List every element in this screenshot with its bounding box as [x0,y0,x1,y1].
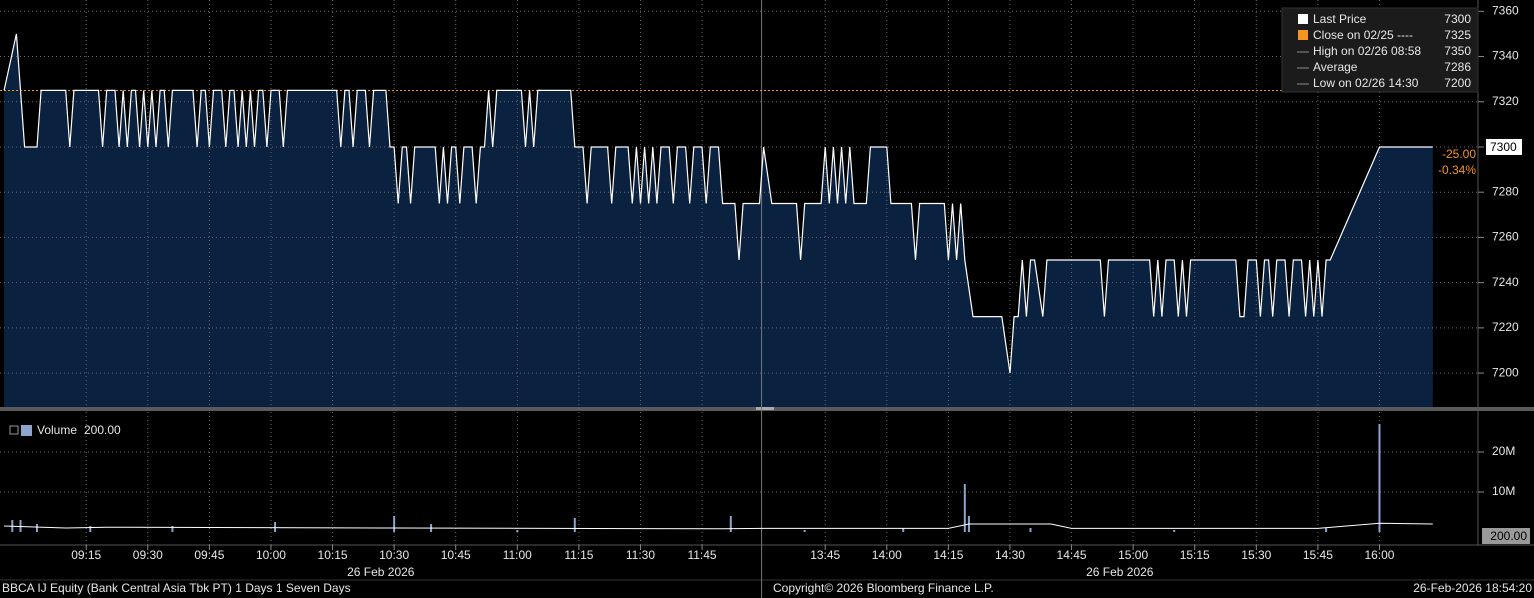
date-label: 26 Feb 2026 [347,565,415,579]
volume-bar [1378,424,1381,532]
volume-bar [35,524,38,532]
x-tick-label: 15:15 [1180,548,1210,562]
legend-label: Volume [37,423,77,437]
x-tick-label: 09:15 [71,548,101,562]
volume-bar [1173,530,1176,532]
legend-swatch [1298,30,1308,40]
legend-value: 200.00 [84,423,121,437]
x-tick-label: 11:00 [503,548,532,562]
last-volume-label: 200.00 [1490,529,1527,543]
volume-bar [274,522,277,532]
x-tick-label: 10:15 [318,548,348,562]
x-tick-label: 16:00 [1364,548,1394,562]
legend-value: 7350 [1444,44,1471,58]
x-tick-label: 10:30 [379,548,409,562]
x-tick-label: 10:45 [441,548,471,562]
price-area [4,33,1433,408]
last-price-tag [1486,138,1522,155]
x-tick-label: 14:30 [995,548,1025,562]
legend-label: Last Price [1313,12,1367,26]
last-price-label: 7300 [1490,140,1517,154]
y-tick-label: 7240 [1492,275,1519,289]
legend-value: 7286 [1444,60,1471,74]
volume-bar [963,484,966,532]
change-label: -25.00 [1442,147,1476,161]
legend-value: 7325 [1444,28,1471,42]
y-tick-label: 7260 [1492,230,1519,244]
x-tick-label: 15:30 [1241,548,1271,562]
volume-average [4,522,1433,530]
footer-right: 26-Feb-2026 18:54:20 [1413,581,1532,595]
volume-bar [171,526,174,532]
x-tick-label: 09:45 [194,548,224,562]
volume-bar [393,516,396,532]
volume-bar [1029,528,1032,532]
volume-bar [516,530,519,532]
price-line [3,33,1433,374]
y-tick-label: 20M [1492,444,1515,458]
x-tick-label: 15:45 [1303,548,1333,562]
legend-label: Average [1313,60,1358,74]
x-tick-label: 15:00 [1118,548,1148,562]
footer-center: Copyright© 2026 Bloomberg Finance L.P. [773,581,994,595]
last-volume-tag [1482,528,1530,544]
y-tick-label: 10M [1492,484,1515,498]
x-tick-label: 11:15 [564,548,593,562]
volume-bar [89,526,92,532]
x-tick-label: 11:30 [626,548,655,562]
volume-bar [729,516,732,532]
x-tick-label: 14:00 [872,548,902,562]
x-tick-label: 09:30 [133,548,163,562]
y-tick-label: 7360 [1492,3,1519,17]
x-tick-label: 14:15 [933,548,963,562]
volume-bar [573,518,576,532]
legend-label: Low on 02/26 14:30 [1313,76,1419,90]
legend-swatch [21,425,32,436]
legend-value: 7200 [1444,76,1471,90]
y-tick-label: 7280 [1492,184,1519,198]
x-tick-label: 14:45 [1057,548,1087,562]
volume-bar [19,520,22,532]
x-tick-label: 13:45 [810,548,840,562]
legend-swatch [1298,14,1308,24]
legend-label: High on 02/26 08:58 [1313,44,1421,58]
divider-handle [756,407,774,410]
legend-expander [9,425,19,435]
y-tick-label: 7320 [1492,94,1519,108]
volume-bar [803,530,806,532]
y-tick-label: 7220 [1492,320,1519,334]
x-tick-label: 10:00 [256,548,286,562]
volume-bar [902,528,905,532]
y-tick-label: 7200 [1492,365,1519,379]
legend-box [1281,7,1479,93]
x-tick-label: 11:45 [687,548,716,562]
footer-left: BBCA IJ Equity (Bank Central Asia Tbk PT… [2,581,351,595]
date-label: 26 Feb 2026 [1086,565,1154,579]
y-tick-label: 7340 [1492,49,1519,63]
legend-label: Close on 02/25 ---- [1313,28,1413,42]
legend-value: 7300 [1444,12,1471,26]
volume-bar [1325,528,1328,532]
change-percent-label: -0.34% [1438,163,1476,177]
